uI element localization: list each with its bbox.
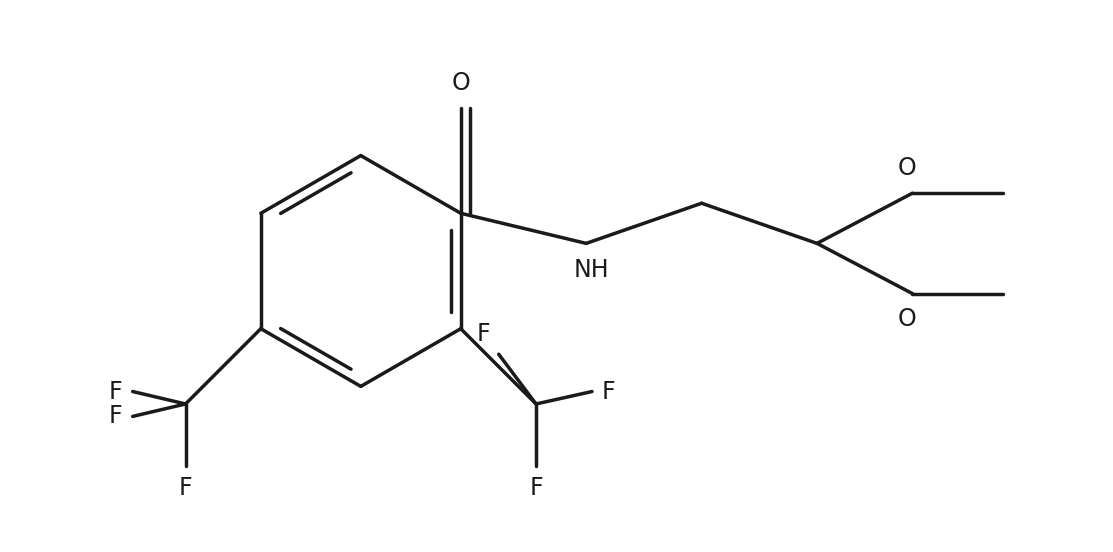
Text: F: F (529, 476, 543, 500)
Text: NH: NH (573, 258, 609, 283)
Text: O: O (452, 71, 470, 95)
Text: O: O (898, 156, 917, 180)
Text: F: F (602, 380, 615, 404)
Text: F: F (109, 380, 122, 404)
Text: F: F (477, 322, 491, 346)
Text: O: O (898, 306, 917, 331)
Text: F: F (179, 476, 193, 500)
Text: F: F (109, 405, 122, 428)
